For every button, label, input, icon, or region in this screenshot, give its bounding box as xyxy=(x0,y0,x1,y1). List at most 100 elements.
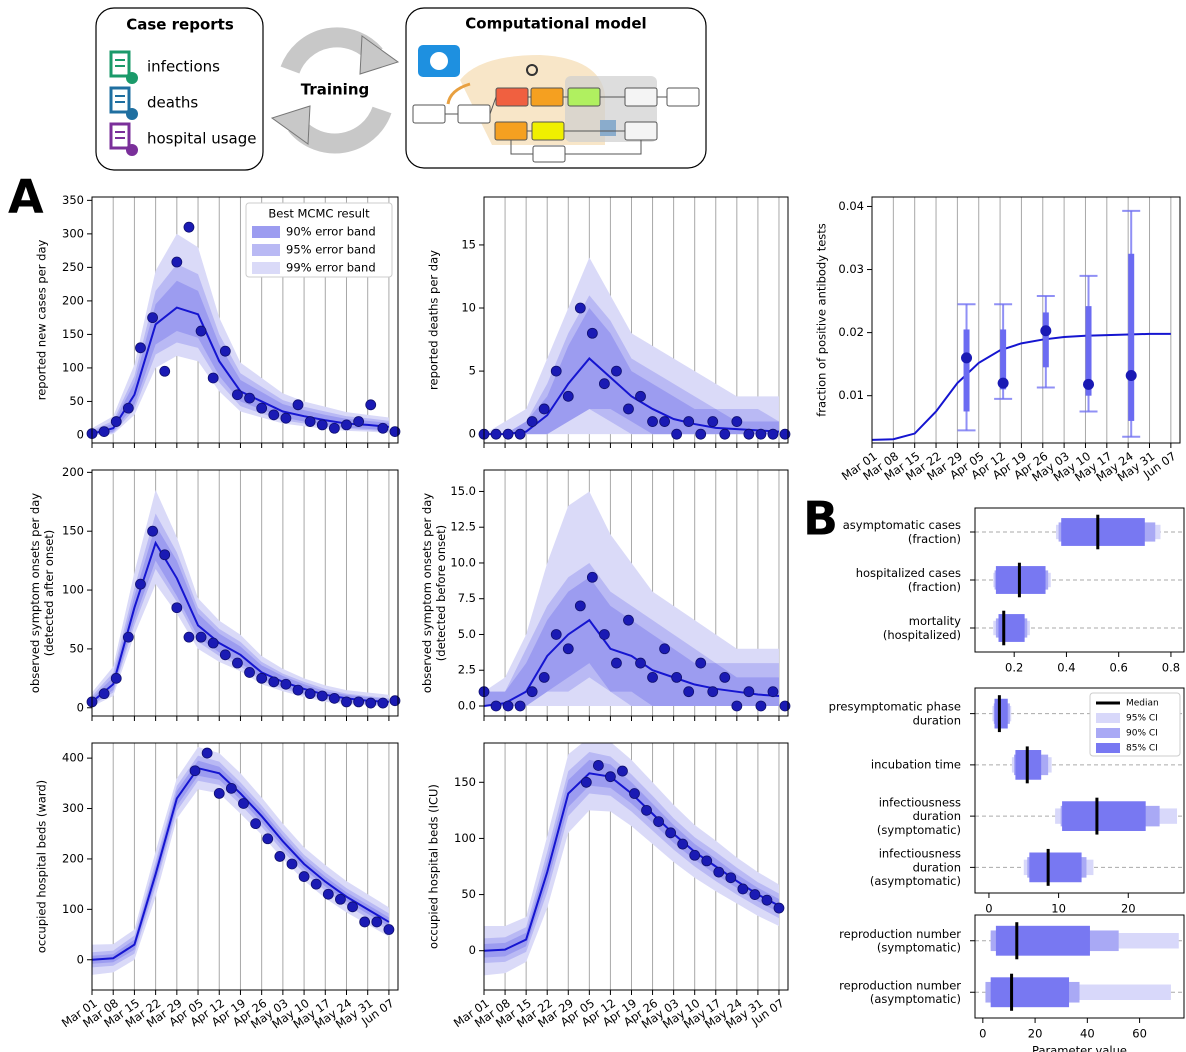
observed-point xyxy=(617,765,628,777)
y-tick-label: 15 xyxy=(461,237,476,251)
legend-label: 99% error band xyxy=(286,261,376,275)
y-tick-label: 50 xyxy=(461,887,476,901)
observed-point xyxy=(316,690,328,702)
observed-point xyxy=(389,695,401,707)
plot-frame xyxy=(91,469,399,717)
legend-label: Median xyxy=(1126,699,1159,709)
plot-frame xyxy=(974,507,1185,653)
observed-point xyxy=(262,833,274,845)
y-axis-label: observed symptom onsets per day(detected… xyxy=(420,493,448,693)
arrow-head xyxy=(359,35,400,75)
observed-point xyxy=(268,676,280,688)
legend-label: 95% CI xyxy=(1126,714,1158,724)
legend-swatch xyxy=(1096,743,1120,753)
error-band xyxy=(92,280,389,435)
y-tick-label: 0.01 xyxy=(838,388,864,402)
y-axis-label: reported new cases per day xyxy=(35,240,49,401)
observed-point xyxy=(147,312,158,324)
observed-point xyxy=(122,631,134,643)
observed-point xyxy=(353,696,365,708)
observed-point xyxy=(280,678,292,690)
observed-point xyxy=(122,402,134,414)
observed-point xyxy=(689,849,701,861)
observed-point xyxy=(611,365,622,377)
observed-point xyxy=(353,416,365,427)
y-tick-label: 5 xyxy=(469,364,476,378)
error-band xyxy=(484,743,779,976)
x-tick-label: 10 xyxy=(1051,902,1066,916)
observed-point xyxy=(135,578,146,590)
y-tick-label: 0.03 xyxy=(838,262,864,276)
observed-point xyxy=(238,798,249,809)
observed-point xyxy=(538,671,550,683)
observed-point xyxy=(683,416,695,427)
observed-point xyxy=(671,428,683,440)
observed-point xyxy=(377,697,389,709)
observed-point xyxy=(98,426,110,438)
error-bar-inner xyxy=(1085,306,1092,396)
model-title: Computational model xyxy=(465,15,646,33)
observed-point xyxy=(713,866,725,878)
antibody-point xyxy=(1040,325,1052,337)
error-band xyxy=(484,759,779,958)
y-tick-label: 100 xyxy=(62,583,84,597)
observed-point xyxy=(335,893,346,905)
antibody-point xyxy=(1125,370,1137,382)
legend-label: 90% CI xyxy=(1126,729,1158,739)
model-graphic xyxy=(412,45,700,163)
x-tick-label: 0 xyxy=(979,1027,986,1041)
plot-frame xyxy=(483,196,789,444)
observed-point xyxy=(773,902,785,914)
observed-point xyxy=(371,916,383,928)
observed-point xyxy=(304,416,316,427)
category-label: mortality (hospitalized) xyxy=(883,614,961,642)
y-axis-label: observed symptom onsets per day(detected… xyxy=(28,493,56,693)
observed-point xyxy=(755,428,767,440)
observed-point xyxy=(147,525,158,537)
y-tick-label: 0 xyxy=(77,952,84,966)
icon-deaths xyxy=(109,86,138,120)
category-label: infectiousness duration (asymptomatic) xyxy=(870,846,961,888)
model-line xyxy=(92,767,390,961)
y-axis-label: occupied hospital beds (ICU) xyxy=(427,784,441,949)
training-label: Training xyxy=(301,81,369,99)
y-tick-label: 0.02 xyxy=(838,325,864,339)
observed-point xyxy=(586,571,598,583)
observed-point xyxy=(232,657,243,669)
observed-point xyxy=(538,403,550,415)
observed-point xyxy=(219,345,231,357)
observed-point xyxy=(195,631,207,643)
y-tick-label: 100 xyxy=(454,831,476,845)
observed-point xyxy=(779,700,791,712)
y-tick-label: 12.5 xyxy=(450,520,476,534)
legend-swatch xyxy=(252,244,280,256)
y-tick-label: 0 xyxy=(77,700,84,714)
observed-point xyxy=(598,378,610,390)
observed-point xyxy=(659,643,670,655)
category-label: asymptomatic cases (fraction) xyxy=(843,518,961,546)
observed-point xyxy=(304,688,316,700)
y-tick-label: 0.04 xyxy=(838,199,864,213)
x-tick-label: 20 xyxy=(1121,902,1136,916)
observed-point xyxy=(677,838,689,850)
observed-point xyxy=(256,402,268,414)
legend-swatch xyxy=(1096,713,1120,723)
y-tick-label: 0 xyxy=(469,427,476,441)
error-bar-inner xyxy=(1128,253,1135,421)
plot-frame xyxy=(974,914,1185,1019)
y-tick-label: 0 xyxy=(469,943,476,957)
observed-point xyxy=(623,403,634,415)
observed-point xyxy=(526,686,538,698)
plot-frame xyxy=(483,469,789,717)
observed-point xyxy=(110,672,122,684)
category-label: presymptomatic phase duration xyxy=(829,699,961,727)
observed-point xyxy=(574,600,586,612)
observed-point xyxy=(322,888,334,900)
observed-point xyxy=(743,686,755,698)
observed-point xyxy=(731,416,743,427)
observed-point xyxy=(256,672,268,684)
observed-point xyxy=(671,671,683,683)
observed-point xyxy=(635,390,646,402)
x-axis-label: Parameter value xyxy=(1032,1044,1127,1052)
